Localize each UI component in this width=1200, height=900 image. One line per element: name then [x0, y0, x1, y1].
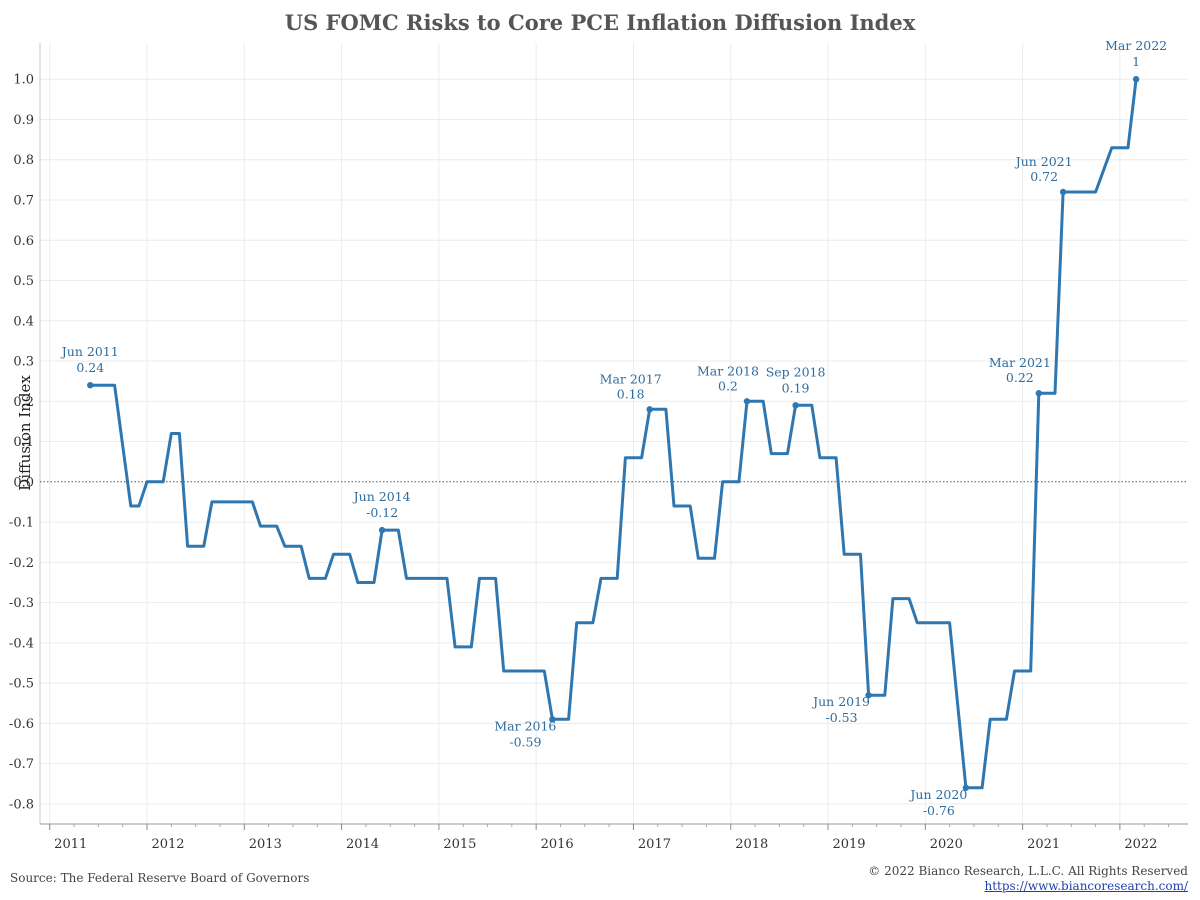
x-tick-label: 2018	[735, 837, 768, 852]
annotation-date: Mar 2022	[1105, 38, 1167, 53]
y-tick-label: -0.5	[9, 677, 34, 692]
x-tick-label: 2014	[346, 837, 379, 852]
annotation-date: Jun 2011	[60, 344, 119, 359]
annotation-value: 1	[1132, 54, 1140, 69]
annotation-value: -0.76	[923, 803, 955, 818]
x-tick-label: 2021	[1027, 837, 1060, 852]
annotation-point	[1132, 76, 1140, 83]
chart-title: US FOMC Risks to Core PCE Inflation Diff…	[284, 10, 916, 35]
annotation-date: Jun 2019	[811, 694, 870, 709]
y-tick-label: 0.0	[13, 475, 34, 490]
annotation-point	[792, 402, 799, 409]
x-axis-ticks: 2011 2012 2013 2014 2015 2016 2017 2018 2019 2020…	[49, 824, 1170, 852]
website-link[interactable]: https://www.biancoresearch.com/	[984, 879, 1188, 893]
annotation-date: Jun 2014	[352, 489, 411, 504]
grid-lines	[40, 43, 1188, 824]
annotation-point	[962, 784, 970, 791]
y-tick-label: 0.7	[13, 194, 34, 209]
y-tick-label: 0.8	[13, 153, 34, 168]
y-tick-label: 0.1	[13, 435, 34, 450]
y-tick-label: 0.2	[13, 395, 34, 410]
series-group	[90, 79, 1138, 790]
annotation-date: Mar 2021	[989, 355, 1051, 370]
x-tick-label: 2017	[638, 837, 671, 852]
x-tick-label: 2011	[54, 837, 87, 852]
annotation-point	[378, 526, 386, 534]
y-tick-label: 0.3	[13, 355, 34, 370]
annotation-value: -0.59	[509, 734, 541, 749]
annotation-date: Mar 2018	[697, 363, 759, 378]
annotation-value: 0.18	[617, 386, 645, 401]
y-tick-label: -0.1	[9, 516, 34, 531]
x-tick-label: 2012	[151, 837, 184, 852]
annotation-value: -0.53	[826, 710, 858, 725]
annotation-date: Sep 2018	[766, 364, 826, 379]
annotation-point	[743, 398, 751, 405]
annotation-point	[87, 381, 94, 389]
y-tick-label: -0.2	[9, 556, 34, 571]
annotation-date: Mar 2017	[600, 371, 662, 386]
x-tick-label: 2015	[443, 837, 476, 852]
y-tick-label: -0.6	[9, 717, 34, 732]
annotation-value: -0.12	[366, 505, 398, 520]
y-tick-label: 0.5	[13, 274, 34, 289]
y-tick-label: -0.8	[9, 797, 34, 812]
annotation-value: 0.2	[718, 378, 738, 393]
annotation-point	[865, 691, 872, 699]
annotation-value: 0.22	[1006, 370, 1034, 385]
y-tick-label: 0.4	[13, 314, 34, 329]
annotation-date: Jun 2021	[1014, 154, 1073, 169]
y-tick-label: -0.4	[9, 636, 34, 651]
x-tick-label: 2013	[249, 837, 282, 852]
series-line	[90, 79, 1138, 790]
annotation-date: Mar 2016	[494, 718, 556, 733]
footer-credits: © 2022 Bianco Research, L.L.C. All Right…	[868, 864, 1188, 894]
x-tick-label: 2022	[1124, 837, 1157, 852]
x-tick-label: 2019	[832, 837, 865, 852]
y-tick-label: -0.7	[9, 757, 34, 772]
y-axis-label: Diffusion Index	[16, 375, 34, 491]
source-note: Source: The Federal Reserve Board of Gov…	[10, 871, 310, 885]
annotation-value: 0.72	[1030, 169, 1058, 184]
y-tick-label: 0.9	[13, 113, 34, 128]
y-tick-label: 0.6	[13, 234, 34, 249]
annotation-value: 0.24	[76, 360, 104, 375]
annotation-value: 0.19	[782, 380, 810, 395]
x-tick-label: 2016	[541, 837, 574, 852]
annotation-point	[1059, 188, 1067, 196]
y-tick-label: 1.0	[13, 73, 34, 88]
annotation-point	[549, 716, 556, 723]
copyright-text: © 2022 Bianco Research, L.L.C. All Right…	[868, 864, 1188, 878]
annotation-date: Jun 2020	[908, 787, 967, 802]
y-axis-ticks: 1.0 0.9 0.8 0.7 0.6 0.5 0.4 0.3 0.2 0.1 0.0 -0.1 -0.…	[9, 73, 34, 813]
axes	[39, 43, 1188, 825]
x-tick-label: 2020	[930, 837, 963, 852]
annotation-point	[1035, 390, 1043, 397]
y-tick-label: -0.3	[9, 596, 34, 611]
annotation-point	[646, 406, 653, 413]
